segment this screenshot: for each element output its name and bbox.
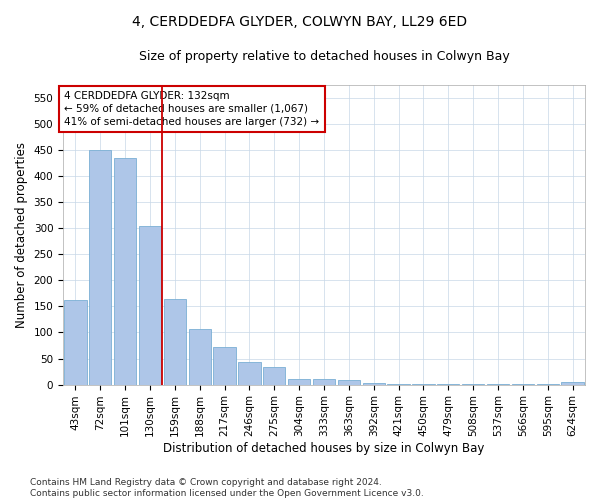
Bar bbox=[313, 380, 335, 384]
Y-axis label: Number of detached properties: Number of detached properties bbox=[15, 142, 28, 328]
Text: Contains HM Land Registry data © Crown copyright and database right 2024.
Contai: Contains HM Land Registry data © Crown c… bbox=[30, 478, 424, 498]
Bar bbox=[562, 382, 584, 384]
Bar bbox=[139, 226, 161, 384]
Bar bbox=[164, 298, 186, 384]
Bar bbox=[188, 329, 211, 384]
Bar bbox=[64, 300, 86, 384]
Bar bbox=[362, 382, 385, 384]
X-axis label: Distribution of detached houses by size in Colwyn Bay: Distribution of detached houses by size … bbox=[163, 442, 485, 455]
Text: 4 CERDDEDFA GLYDER: 132sqm
← 59% of detached houses are smaller (1,067)
41% of s: 4 CERDDEDFA GLYDER: 132sqm ← 59% of deta… bbox=[64, 90, 319, 127]
Bar bbox=[288, 380, 310, 384]
Bar bbox=[238, 362, 260, 384]
Bar bbox=[214, 346, 236, 385]
Bar bbox=[263, 368, 286, 384]
Title: Size of property relative to detached houses in Colwyn Bay: Size of property relative to detached ho… bbox=[139, 50, 509, 63]
Text: 4, CERDDEDFA GLYDER, COLWYN BAY, LL29 6ED: 4, CERDDEDFA GLYDER, COLWYN BAY, LL29 6E… bbox=[133, 15, 467, 29]
Bar bbox=[338, 380, 360, 384]
Bar bbox=[89, 150, 112, 384]
Bar bbox=[114, 158, 136, 384]
